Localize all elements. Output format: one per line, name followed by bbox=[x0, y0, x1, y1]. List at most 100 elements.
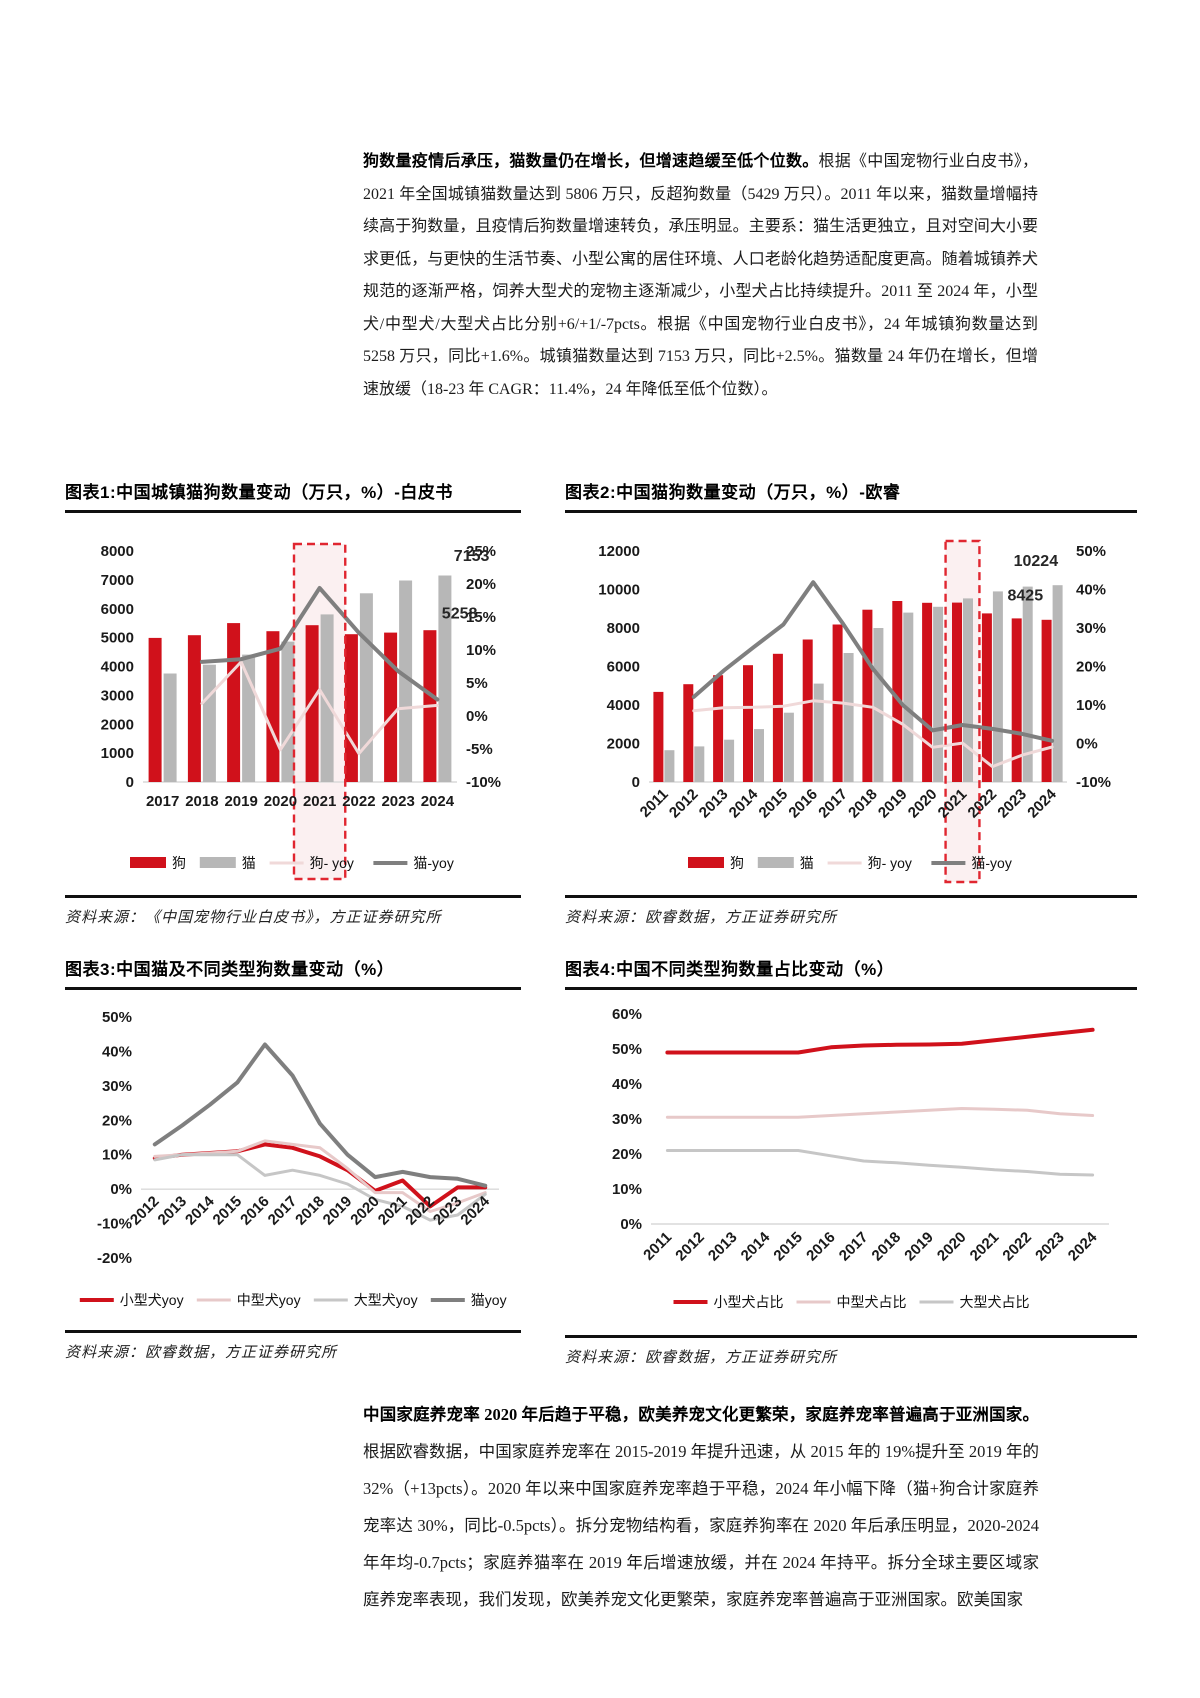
svg-text:10%: 10% bbox=[466, 642, 496, 659]
category-axis: 2011201220132014201520162017201820192020… bbox=[637, 785, 1061, 821]
svg-text:2014: 2014 bbox=[182, 1192, 218, 1228]
paragraph-top-bold: 狗数量疫情后承压，猫数量仍在增长，但增速趋缓至低个位数。 bbox=[363, 153, 819, 170]
svg-text:2021: 2021 bbox=[375, 1193, 411, 1229]
svg-text:2019: 2019 bbox=[875, 786, 911, 822]
svg-text:4000: 4000 bbox=[101, 659, 134, 676]
svg-text:10%: 10% bbox=[102, 1147, 132, 1164]
legend: 狗 猫 狗- yoy 猫-yoy bbox=[688, 855, 1012, 871]
svg-text:5%: 5% bbox=[466, 675, 488, 692]
category-axis: 2017 2018 2019 2020 2021 2022 2023 2024 bbox=[146, 793, 455, 810]
left-axis: 50% 40% 30% 20% 10% 0% -10% -20% bbox=[97, 1009, 132, 1267]
svg-text:30%: 30% bbox=[102, 1078, 132, 1095]
svg-text:20%: 20% bbox=[612, 1146, 642, 1163]
svg-text:30%: 30% bbox=[612, 1111, 642, 1128]
svg-text:10%: 10% bbox=[612, 1181, 642, 1198]
svg-text:0%: 0% bbox=[1076, 736, 1098, 753]
svg-text:2022: 2022 bbox=[999, 1229, 1035, 1265]
svg-text:10%: 10% bbox=[1076, 697, 1106, 714]
svg-text:2017: 2017 bbox=[836, 1229, 872, 1265]
svg-text:-10%: -10% bbox=[466, 774, 501, 791]
svg-text:2020: 2020 bbox=[347, 1193, 383, 1229]
lines bbox=[665, 1027, 1095, 1177]
figure-2-chart: 12000 10000 8000 6000 4000 2000 0 50% 40% 30% 20% 1… bbox=[565, 515, 1137, 892]
data-label: 8425 bbox=[1008, 588, 1044, 605]
svg-text:1000: 1000 bbox=[101, 745, 134, 762]
svg-text:2000: 2000 bbox=[607, 736, 640, 753]
data-label: 7153 bbox=[454, 548, 490, 565]
svg-text:2021: 2021 bbox=[967, 1229, 1003, 1265]
figure-4: 图表4:中国不同类型狗数量占比变动（%） 60% 50% 40% 30% 20% 10% 0… bbox=[565, 955, 1137, 1367]
svg-text:30%: 30% bbox=[1076, 620, 1106, 637]
svg-text:2016: 2016 bbox=[785, 786, 821, 822]
paragraph-top-text: 根据《中国宠物行业白皮书》，2021 年全国城镇猫数量达到 5806 万只，反超… bbox=[363, 153, 1038, 398]
right-axis: 50% 40% 30% 20% 10% 0% -10% bbox=[1076, 543, 1111, 791]
svg-text:25%: 25% bbox=[466, 543, 496, 560]
figure-4-source: 资料来源：欧睿数据，方正证券研究所 bbox=[565, 1335, 1137, 1367]
svg-text:2023: 2023 bbox=[1032, 1229, 1068, 1265]
left-axis: 60% 50% 40% 30% 20% 10% 0% bbox=[612, 1006, 642, 1233]
figure-1-chart: 8000 7000 6000 5000 4000 3000 2000 1000 0 25% 20% 1… bbox=[65, 515, 521, 892]
svg-text:2018: 2018 bbox=[845, 786, 881, 822]
svg-text:2012: 2012 bbox=[127, 1193, 163, 1229]
highlight-box bbox=[944, 539, 981, 884]
paragraph-top: 狗数量疫情后承压，猫数量仍在增长，但增速趋缓至低个位数。根据《中国宠物行业白皮书… bbox=[363, 146, 1038, 406]
figure-3-source: 资料来源：欧睿数据，方正证券研究所 bbox=[65, 1330, 521, 1362]
chart-svg: 60% 50% 40% 30% 20% 10% 0%20112012201320142015… bbox=[612, 1006, 1109, 1310]
svg-text:40%: 40% bbox=[102, 1043, 132, 1060]
svg-text:2016: 2016 bbox=[803, 1229, 839, 1265]
svg-text:12000: 12000 bbox=[598, 543, 640, 560]
figure-3-chart: 50% 40% 30% 20% 10% 0% -10% -20% 2012 2013 2014 201… bbox=[65, 992, 521, 1327]
svg-text:-10%: -10% bbox=[1076, 774, 1111, 791]
chart-svg: 12000 10000 8000 6000 4000 2000 0 50% 40% 30% 20% 1… bbox=[598, 539, 1111, 884]
figure-1-source: 资料来源：《中国宠物行业白皮书》，方正证券研究所 bbox=[65, 895, 521, 927]
svg-text:20%: 20% bbox=[466, 576, 496, 593]
svg-text:2020: 2020 bbox=[264, 793, 297, 810]
paragraph-bottom-bold: 中国家庭养宠率 2020 年后趋于平稳，欧美养宠文化更繁荣，家庭养宠率普遍高于亚… bbox=[363, 1405, 1039, 1424]
svg-text:2012: 2012 bbox=[666, 786, 702, 822]
svg-text:小型犬yoy: 小型犬yoy bbox=[120, 1292, 184, 1308]
svg-text:猫-yoy: 猫-yoy bbox=[413, 855, 453, 871]
svg-text:狗: 狗 bbox=[172, 855, 186, 871]
svg-text:2017: 2017 bbox=[265, 1193, 301, 1229]
svg-text:2014: 2014 bbox=[738, 1228, 774, 1264]
legend: 小型犬占比 中型犬占比 大型犬占比 bbox=[673, 1294, 1030, 1310]
legend: 狗 猫 狗- yoy 猫-yoy bbox=[130, 855, 454, 871]
paragraph-bottom: 中国家庭养宠率 2020 年后趋于平稳，欧美养宠文化更繁荣，家庭养宠率普遍高于亚… bbox=[363, 1396, 1039, 1618]
svg-text:狗- yoy: 狗- yoy bbox=[868, 855, 912, 871]
svg-text:2019: 2019 bbox=[320, 1193, 356, 1229]
svg-text:2015: 2015 bbox=[210, 1193, 246, 1229]
svg-text:-20%: -20% bbox=[97, 1250, 132, 1267]
svg-text:40%: 40% bbox=[1076, 582, 1106, 599]
figure-1-title: 图表1:中国城镇猫狗数量变动（万只，%）-白皮书 bbox=[65, 478, 521, 513]
svg-text:20%: 20% bbox=[102, 1112, 132, 1129]
svg-text:2024: 2024 bbox=[421, 793, 455, 810]
svg-text:0%: 0% bbox=[466, 708, 488, 725]
svg-text:20%: 20% bbox=[1076, 659, 1106, 676]
left-axis: 8000 7000 6000 5000 4000 3000 2000 1000 0 bbox=[101, 543, 134, 791]
svg-text:2023: 2023 bbox=[994, 786, 1030, 822]
left-axis: 12000 10000 8000 6000 4000 2000 0 bbox=[598, 543, 640, 791]
paragraph-bottom-text: 根据欧睿数据，中国家庭养宠率在 2015-2019 年提升迅速，从 2015 年… bbox=[363, 1442, 1039, 1609]
svg-text:2016: 2016 bbox=[237, 1193, 273, 1229]
svg-text:7000: 7000 bbox=[101, 572, 134, 589]
legend: 小型犬yoy 中型犬yoy 大型犬yoy 猫yoy bbox=[79, 1292, 507, 1308]
svg-text:60%: 60% bbox=[612, 1006, 642, 1023]
svg-text:-10%: -10% bbox=[97, 1216, 132, 1233]
svg-text:2023: 2023 bbox=[430, 1193, 466, 1229]
svg-text:2022: 2022 bbox=[342, 793, 375, 810]
svg-text:2011: 2011 bbox=[640, 1229, 675, 1264]
svg-text:0: 0 bbox=[632, 774, 640, 791]
svg-text:5000: 5000 bbox=[101, 630, 134, 647]
svg-text:2017: 2017 bbox=[815, 786, 851, 822]
svg-text:2000: 2000 bbox=[101, 716, 134, 733]
bars bbox=[653, 585, 1063, 782]
svg-text:2017: 2017 bbox=[146, 793, 179, 810]
svg-text:-5%: -5% bbox=[466, 741, 493, 758]
svg-text:2020: 2020 bbox=[905, 786, 941, 822]
svg-text:2018: 2018 bbox=[869, 1229, 905, 1265]
figure-2-source: 资料来源：欧睿数据，方正证券研究所 bbox=[565, 895, 1137, 927]
category-axis: 2011201220132014201520162017201820192020… bbox=[640, 1228, 1101, 1264]
svg-text:2011: 2011 bbox=[637, 786, 672, 821]
figure-4-chart: 60% 50% 40% 30% 20% 10% 0% 2011 2012 2013 2014 2015… bbox=[565, 992, 1137, 1332]
